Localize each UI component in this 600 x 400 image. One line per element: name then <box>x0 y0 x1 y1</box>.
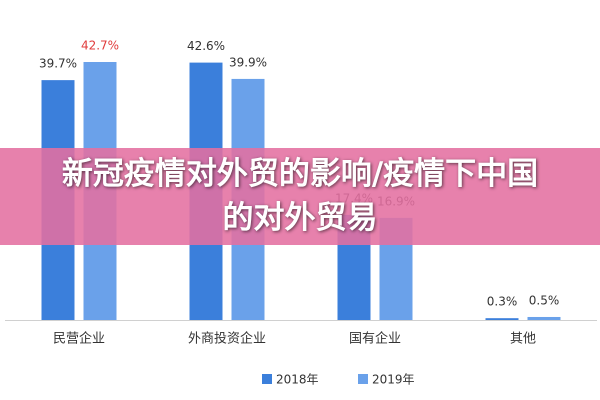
bar <box>485 318 519 320</box>
legend-swatch <box>358 374 368 384</box>
x-tick-label: 国有企业 <box>349 331 401 347</box>
value-label: 42.7% <box>81 39 119 53</box>
chart-title: 新冠疫情对外贸的影响/疫情下中国的对外贸易 <box>61 156 539 236</box>
title-banner <box>0 148 600 245</box>
value-label: 0.5% <box>529 293 560 307</box>
legend-swatch <box>262 374 272 384</box>
value-label: 42.6% <box>187 39 225 53</box>
x-tick-label: 民营企业 <box>53 331 105 347</box>
legend-label: 2019年 <box>372 373 415 387</box>
legend-label: 2018年 <box>276 373 319 387</box>
x-tick-label: 外商投资企业 <box>188 331 266 347</box>
x-tick-label: 其他 <box>510 332 536 347</box>
value-label: 39.9% <box>229 55 267 69</box>
value-label: 39.7% <box>39 57 77 71</box>
value-label: 0.3% <box>487 295 518 309</box>
bar <box>527 316 561 320</box>
